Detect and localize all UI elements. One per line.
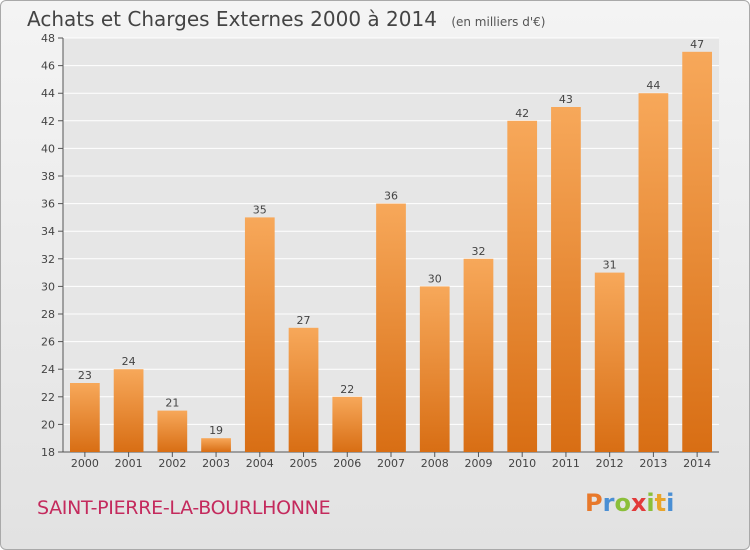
y-tick-label: 46 xyxy=(41,60,55,73)
y-tick-label: 40 xyxy=(41,142,55,155)
bar-2013 xyxy=(638,93,669,452)
bar-value-label: 21 xyxy=(165,397,179,410)
bars: 23 24 21 19 35 27 22 36 30 32 42 43 31 44 47 xyxy=(69,38,713,453)
y-tick-label: 20 xyxy=(41,418,55,431)
bar-2002 xyxy=(157,410,188,452)
x-tick-label: 2008 xyxy=(421,457,449,470)
y-tick-label: 48 xyxy=(41,32,55,45)
x-tick-label: 2000 xyxy=(71,457,99,470)
bar-value-label: 47 xyxy=(690,38,704,51)
x-tick-label: 2009 xyxy=(464,457,492,470)
bar-2000 xyxy=(69,383,100,452)
bar-value-label: 24 xyxy=(122,355,136,368)
y-tick-label: 34 xyxy=(41,225,55,238)
bar-value-label: 32 xyxy=(471,245,485,258)
chart-title: Achats et Charges Externes 2000 à 2014 (… xyxy=(27,7,545,31)
bar-value-label: 19 xyxy=(209,424,223,437)
y-tick-label: 30 xyxy=(41,280,55,293)
x-tick-label: 2003 xyxy=(202,457,230,470)
commune-name: SAINT-PIERRE-LA-BOURLHONNE xyxy=(37,497,331,519)
x-tick-label: 2002 xyxy=(158,457,186,470)
y-tick-label: 32 xyxy=(41,253,55,266)
x-tick-label: 2011 xyxy=(552,457,580,470)
x-tick-label: 2012 xyxy=(596,457,624,470)
y-tick-label: 44 xyxy=(41,87,55,100)
bar-value-label: 22 xyxy=(340,383,354,396)
bar-value-label: 31 xyxy=(603,259,617,272)
bar-2006 xyxy=(332,396,363,452)
logo-letter: P xyxy=(585,489,603,517)
chart-unit: (en milliers d'€) xyxy=(451,15,546,29)
x-tick-label: 2001 xyxy=(115,457,143,470)
logo-letter: i xyxy=(666,489,675,517)
x-tick-label: 2004 xyxy=(246,457,274,470)
y-tick-label: 42 xyxy=(41,115,55,128)
y-tick-label: 26 xyxy=(41,336,55,349)
bar-2010 xyxy=(507,120,538,453)
logo-letter: o xyxy=(614,489,631,517)
x-tick-label: 2005 xyxy=(290,457,318,470)
x-tick-label: 2006 xyxy=(333,457,361,470)
bar-2003 xyxy=(201,438,231,452)
bar-2005 xyxy=(288,327,319,452)
bar-2009 xyxy=(463,258,494,452)
y-tick-label: 18 xyxy=(41,446,55,459)
logo-letter: t xyxy=(654,489,667,517)
y-tick-label: 24 xyxy=(41,363,55,376)
x-tick-label: 2014 xyxy=(683,457,711,470)
bar-value-label: 44 xyxy=(646,79,660,92)
bar-value-label: 36 xyxy=(384,190,398,203)
bar-2008 xyxy=(419,286,450,452)
y-tick-label: 36 xyxy=(41,198,55,211)
x-tick-label: 2007 xyxy=(377,457,405,470)
bar-value-label: 35 xyxy=(253,203,267,216)
x-tick-label: 2013 xyxy=(639,457,667,470)
bar-2014 xyxy=(682,51,713,453)
bar-2001 xyxy=(113,369,144,452)
y-tick-label: 22 xyxy=(41,391,55,404)
bar-2011 xyxy=(551,107,581,452)
y-tick-label: 28 xyxy=(41,308,55,321)
proxiti-logo: Proxiti xyxy=(585,489,674,517)
bar-2012 xyxy=(594,272,625,452)
bar-value-label: 42 xyxy=(515,107,529,120)
bar-value-label: 23 xyxy=(78,369,92,382)
logo-letter: x xyxy=(630,489,647,517)
x-tick-label: 2010 xyxy=(508,457,536,470)
y-tick-label: 38 xyxy=(41,170,55,183)
bar-value-label: 30 xyxy=(428,272,442,285)
chart-title-text: Achats et Charges Externes 2000 à 2014 xyxy=(27,7,437,31)
bar-value-label: 43 xyxy=(559,93,573,106)
bar-2007 xyxy=(376,203,406,452)
logo-letter: r xyxy=(602,489,615,517)
bar-2004 xyxy=(244,217,275,452)
logo-letter: i xyxy=(646,489,655,517)
bar-value-label: 27 xyxy=(297,314,311,327)
